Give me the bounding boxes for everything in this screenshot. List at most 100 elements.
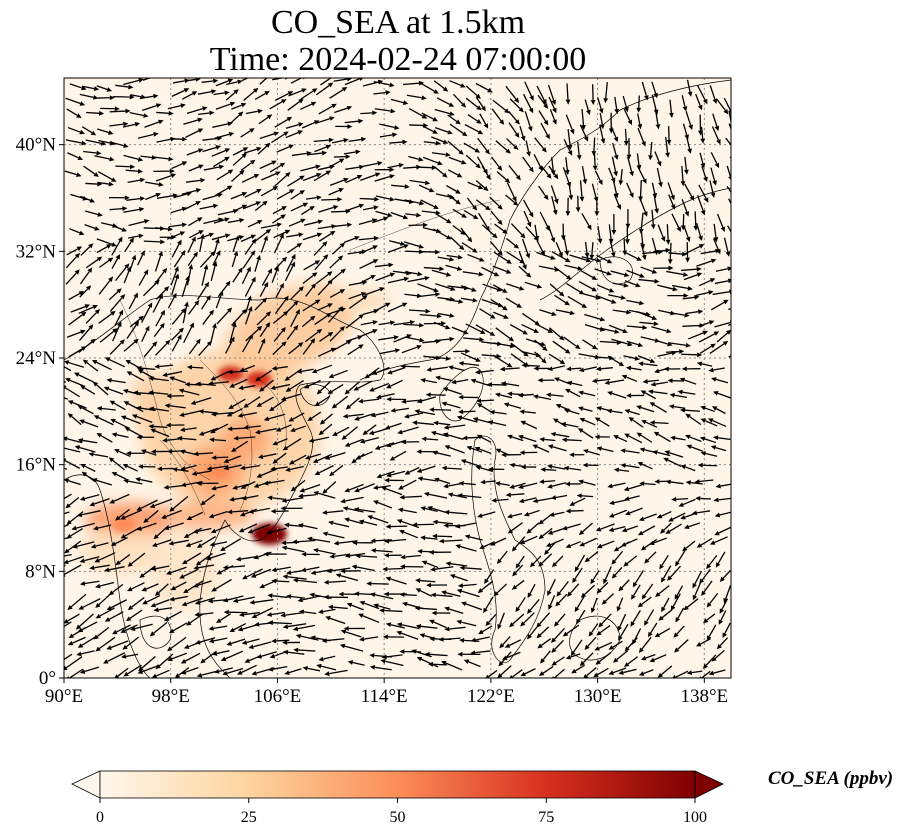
wind-arrow-head xyxy=(509,622,515,628)
wind-arrow-shaft xyxy=(706,613,716,621)
wind-arrow-head xyxy=(569,310,576,316)
wind-arrow-head xyxy=(210,375,216,381)
wind-arrow-head xyxy=(396,519,403,524)
wind-arrow-shaft xyxy=(242,202,257,210)
wind-arrow-head xyxy=(89,501,95,507)
wind-arrow-shaft xyxy=(98,593,111,606)
wind-arrow-shaft xyxy=(146,510,159,521)
wind-arrow-head xyxy=(497,204,503,210)
wind-arrow-head xyxy=(418,80,425,86)
wind-arrow-head xyxy=(344,442,351,447)
wind-arrow-head xyxy=(176,435,183,441)
wind-arrow-shaft xyxy=(494,411,507,415)
wind-arrow-head xyxy=(241,192,248,197)
wind-arrow-shaft xyxy=(315,273,329,285)
wind-arrow-head xyxy=(339,643,346,649)
wind-arrow-head xyxy=(131,254,137,261)
wind-arrow-shaft xyxy=(125,169,139,172)
wind-arrow-head xyxy=(485,225,490,232)
wind-arrow-shaft xyxy=(448,446,465,454)
wind-arrow-shaft xyxy=(677,607,685,619)
wind-arrow-head xyxy=(143,113,149,118)
wind-arrow-shaft xyxy=(550,538,564,546)
wind-arrow-head xyxy=(542,345,548,351)
wind-arrow-head xyxy=(443,483,449,489)
wind-arrow-head xyxy=(325,615,331,621)
wind-arrow-head xyxy=(323,594,329,600)
wind-arrow-shaft xyxy=(96,479,113,486)
wind-arrow-head xyxy=(562,631,569,637)
wind-arrow-head xyxy=(635,282,641,288)
wind-arrow-shaft xyxy=(448,608,464,614)
wind-arrow-head xyxy=(137,156,144,162)
wind-arrow-head xyxy=(551,647,557,653)
wind-arrow-head xyxy=(683,169,689,175)
wind-arrow-head xyxy=(568,194,574,201)
wind-arrow-shaft xyxy=(358,219,373,225)
wind-arrow-shaft xyxy=(109,141,124,147)
wind-arrow-shaft xyxy=(116,624,131,633)
wind-arrow-head xyxy=(481,105,486,112)
wind-arrow-shaft xyxy=(403,323,420,326)
wind-arrow-shaft xyxy=(99,259,110,268)
wind-arrow-shaft xyxy=(562,167,570,183)
wind-arrow-head xyxy=(653,92,658,99)
wind-arrow-head xyxy=(138,315,144,321)
wind-arrow-shaft xyxy=(506,237,516,246)
wind-arrow-head xyxy=(64,478,70,484)
wind-arrow-shaft xyxy=(196,470,212,475)
wind-arrow-head xyxy=(333,205,339,210)
wind-arrow-head xyxy=(242,147,249,152)
wind-arrow-head xyxy=(77,438,84,443)
wind-arrow-shaft xyxy=(645,421,658,428)
wind-arrow-head xyxy=(284,229,291,235)
wind-arrow-head xyxy=(712,180,717,186)
wind-arrow-head xyxy=(738,268,743,273)
wind-arrow-head xyxy=(81,471,88,477)
wind-arrow-head xyxy=(321,150,328,156)
wind-arrow-head xyxy=(464,534,471,540)
wind-arrow-shaft xyxy=(386,654,403,658)
wind-arrow-shaft xyxy=(669,523,682,532)
wind-arrow-head xyxy=(77,405,83,410)
wind-arrow-head xyxy=(71,525,77,531)
wind-arrow-shaft xyxy=(581,256,597,261)
wind-arrow-shaft xyxy=(447,169,459,176)
wind-arrow-head xyxy=(338,158,345,164)
wind-arrow-head xyxy=(581,303,588,308)
wind-arrow-head xyxy=(136,434,142,440)
wind-arrow-head xyxy=(222,597,229,603)
wind-arrow-shaft xyxy=(595,356,610,359)
wind-arrow-head xyxy=(266,114,273,120)
wind-arrow-head xyxy=(497,250,503,256)
wind-arrow-head xyxy=(532,394,539,400)
wind-arrow-shaft xyxy=(254,203,265,212)
wind-arrow-shaft xyxy=(699,152,704,164)
wind-arrow-head xyxy=(596,588,602,594)
wind-arrow-shaft xyxy=(142,282,157,297)
wind-arrow-shaft xyxy=(600,367,613,370)
wind-arrow-head xyxy=(211,455,217,461)
wind-arrow-head xyxy=(509,343,516,349)
wind-arrow-head xyxy=(432,533,438,539)
wind-arrow-shaft xyxy=(563,336,577,347)
wind-arrow-shaft xyxy=(608,224,612,240)
wind-arrow-shaft xyxy=(634,570,644,584)
wind-arrow-shaft xyxy=(597,667,609,676)
wind-arrow-head xyxy=(64,385,67,390)
wind-arrow-head xyxy=(637,123,643,130)
wind-arrow-shaft xyxy=(270,527,287,533)
wind-arrow-head xyxy=(519,539,526,545)
wind-arrow-shaft xyxy=(183,410,201,416)
wind-arrow-head xyxy=(143,517,149,523)
wind-arrow-head xyxy=(115,254,121,260)
wind-arrow-shaft xyxy=(377,501,393,509)
wind-arrow-shaft xyxy=(347,251,363,255)
wind-arrow-shaft xyxy=(380,470,395,477)
wind-arrow-shaft xyxy=(217,284,228,298)
wind-arrow-shaft xyxy=(610,270,625,276)
wind-arrow-head xyxy=(282,649,289,655)
wind-arrow-head xyxy=(291,253,296,260)
wind-arrow-head xyxy=(103,659,109,664)
